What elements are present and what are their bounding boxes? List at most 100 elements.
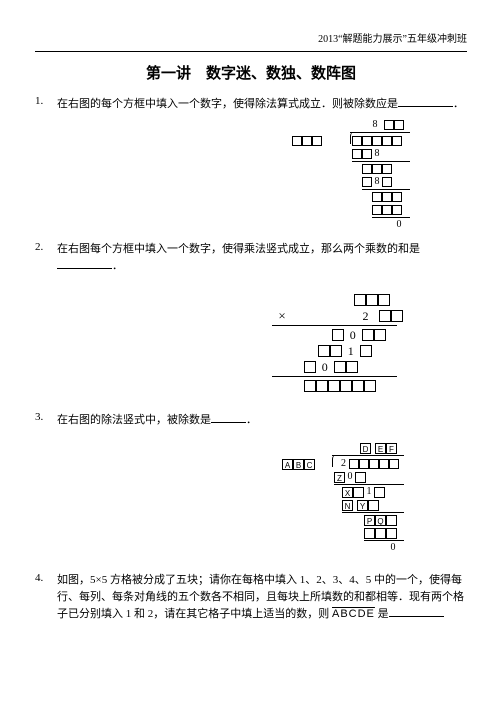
text-part: ． bbox=[246, 414, 257, 426]
label-E: E bbox=[375, 443, 386, 454]
digit-box bbox=[353, 487, 364, 498]
page-header: 2013“解题能力展示”五年级冲刺班 bbox=[35, 30, 467, 45]
digit-box bbox=[316, 380, 328, 392]
digit-box bbox=[362, 177, 372, 187]
digit-8: 8 bbox=[372, 176, 382, 188]
digit-box bbox=[379, 459, 389, 469]
digit-box bbox=[346, 361, 358, 373]
digit-box bbox=[386, 528, 397, 539]
label-Z: Z bbox=[334, 472, 345, 483]
digit-box bbox=[362, 149, 372, 159]
figure-2: × 2 0 1 0 bbox=[57, 293, 467, 393]
digit-box bbox=[312, 136, 322, 146]
text-part: 在右图的除法竖式中，被除数是 bbox=[57, 414, 211, 426]
label-Y: Y bbox=[357, 500, 368, 511]
label-A: A bbox=[282, 459, 293, 470]
digit-box bbox=[304, 380, 316, 392]
label-F: F bbox=[386, 443, 397, 454]
digit-box bbox=[364, 380, 376, 392]
answer-blank bbox=[398, 95, 453, 107]
digit-2: 2 bbox=[360, 309, 372, 323]
digit-box bbox=[384, 120, 394, 130]
figure-1: 8 8 8 0 bbox=[57, 119, 467, 231]
digit-0: 0 bbox=[319, 360, 331, 374]
problem-number: 1. bbox=[35, 95, 57, 113]
digit-box bbox=[392, 136, 402, 146]
digit-box bbox=[304, 361, 316, 373]
digit-box bbox=[349, 459, 359, 469]
digit-box bbox=[382, 205, 392, 215]
digit-box bbox=[366, 294, 378, 306]
label-X: X bbox=[342, 487, 353, 498]
digit-box bbox=[332, 329, 344, 341]
digit-box bbox=[382, 177, 392, 187]
digit-box bbox=[372, 205, 382, 215]
label-N: N bbox=[342, 500, 353, 511]
digit-box bbox=[334, 361, 346, 373]
digit-box bbox=[391, 310, 403, 322]
digit-box bbox=[372, 192, 382, 202]
label-C: C bbox=[304, 459, 315, 470]
digit-box bbox=[292, 136, 302, 146]
label-P: P bbox=[364, 515, 375, 526]
digit-2: 2 bbox=[339, 458, 349, 470]
header-divider bbox=[35, 51, 467, 52]
digit-box bbox=[364, 528, 375, 539]
digit-8: 8 bbox=[372, 148, 382, 160]
answer-blank bbox=[57, 257, 112, 269]
digit-box bbox=[392, 205, 402, 215]
answer-blank bbox=[389, 605, 444, 617]
digit-box bbox=[382, 164, 392, 174]
digit-box bbox=[369, 459, 379, 469]
digit-box bbox=[368, 500, 379, 511]
problem-number: 2. bbox=[35, 241, 57, 275]
abcde-overline: ABCDE bbox=[332, 608, 375, 620]
digit-0: 0 bbox=[394, 219, 404, 231]
digit-box bbox=[372, 136, 382, 146]
digit-box bbox=[328, 380, 340, 392]
digit-box bbox=[360, 345, 372, 357]
digit-box bbox=[359, 459, 369, 469]
digit-box bbox=[330, 345, 342, 357]
figure-3: DEF ABC 2 Z0 X1 NY PQ 0 bbox=[57, 442, 467, 554]
label-Q: Q bbox=[375, 515, 386, 526]
digit-box bbox=[378, 294, 390, 306]
problem-number: 4. bbox=[35, 572, 57, 623]
digit-box bbox=[382, 136, 392, 146]
digit-box bbox=[352, 149, 362, 159]
label-D: D bbox=[360, 443, 371, 454]
text-part: ． bbox=[112, 260, 123, 272]
problem-text: 在右图的除法竖式中，被除数是 ． bbox=[57, 411, 467, 429]
digit-box bbox=[302, 136, 312, 146]
digit-box bbox=[374, 329, 386, 341]
text-part: 是 bbox=[375, 608, 389, 620]
digit-1: 1 bbox=[364, 486, 374, 498]
digit-box bbox=[362, 329, 374, 341]
problem-4: 4. 如图，5×5 方格被分成了五块；请你在每格中填入 1、2、3、4、5 中的… bbox=[35, 572, 467, 623]
problem-number: 3. bbox=[35, 411, 57, 429]
digit-box bbox=[389, 459, 399, 469]
mult-sign: × bbox=[272, 309, 292, 323]
digit-0: 0 bbox=[347, 328, 359, 342]
digit-0: 0 bbox=[388, 542, 398, 554]
digit-8: 8 bbox=[370, 119, 380, 131]
digit-box bbox=[392, 192, 402, 202]
digit-0: 0 bbox=[345, 471, 355, 483]
digit-1: 1 bbox=[345, 344, 357, 358]
problem-text: 在右图每个方框中填入一个数字，使得乘法竖式成立，那么两个乘数的和是 ． bbox=[57, 241, 467, 275]
digit-box bbox=[355, 472, 366, 483]
digit-box bbox=[379, 310, 391, 322]
digit-box bbox=[318, 345, 330, 357]
digit-box bbox=[374, 487, 385, 498]
digit-box bbox=[362, 136, 372, 146]
label-B: B bbox=[293, 459, 304, 470]
digit-box bbox=[375, 528, 386, 539]
text-part: 在右图的每个方框中填入一个数字，使得除法算式成立．则被除数应是 bbox=[57, 98, 398, 110]
digit-box bbox=[394, 120, 404, 130]
problem-text: 如图，5×5 方格被分成了五块；请你在每格中填入 1、2、3、4、5 中的一个，… bbox=[57, 572, 467, 623]
digit-box bbox=[362, 164, 372, 174]
text-part: 在右图每个方框中填入一个数字，使得乘法竖式成立，那么两个乘数的和是 bbox=[57, 243, 420, 255]
digit-box bbox=[354, 294, 366, 306]
problem-1: 1. 在右图的每个方框中填入一个数字，使得除法算式成立．则被除数应是． bbox=[35, 95, 467, 113]
problem-3: 3. 在右图的除法竖式中，被除数是 ． bbox=[35, 411, 467, 429]
